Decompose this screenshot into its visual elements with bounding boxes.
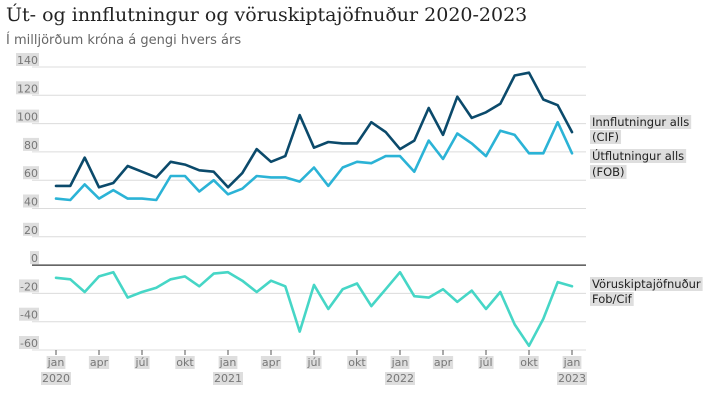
x-tick-label-bg: [390, 356, 410, 369]
x-tick-label: jan: [391, 356, 409, 369]
y-tick-label-bg: [16, 81, 39, 95]
x-tick-label-bg: [432, 356, 454, 369]
y-tick-label: 140: [17, 54, 38, 67]
x-tick-year: 2022: [386, 372, 414, 385]
x-tick-label: apr: [434, 356, 453, 369]
x-tick-year: 2021: [214, 372, 242, 385]
y-tick-label: 120: [17, 82, 38, 95]
x-tick-label: júl: [134, 356, 148, 369]
x-tick-label: okt: [176, 356, 194, 369]
chart-title: Út- og innflutningur og vöruskiptajöfnuð…: [6, 4, 528, 26]
legend-label: (CIF): [592, 130, 619, 144]
x-tick-year-bg: [385, 372, 415, 385]
x-tick-label: apr: [262, 356, 281, 369]
y-tick-label: -40: [20, 309, 38, 322]
series-layer: [54, 71, 574, 348]
legend: Innflutningur alls(CIF) Útflutningur alls…: [590, 115, 703, 306]
y-tick-label: 40: [24, 196, 38, 209]
x-tick-label-bg: [260, 356, 282, 369]
y-tick-label-bg: [23, 222, 39, 236]
x-tick-label: okt: [348, 356, 366, 369]
y-tick-label-bg: [19, 279, 39, 293]
x-tick-label: apr: [90, 356, 109, 369]
x-tick-year: 2020: [42, 372, 70, 385]
legend-label-bg: [590, 115, 692, 129]
y-axis: -60 -40 -20 0 20 40 60 80 100 120 140: [16, 53, 39, 350]
legend-label: Útflutningur alls: [592, 148, 684, 163]
x-tick-label: júl: [478, 356, 492, 369]
legend-label-bg: [590, 277, 703, 291]
x-tick-label: júl: [306, 356, 320, 369]
x-tick-label-bg: [175, 356, 195, 369]
x-tick-label-bg: [306, 356, 322, 369]
x-tick-label: jan: [563, 356, 581, 369]
legend-label-bg: [590, 292, 634, 306]
y-tick-label: 80: [24, 139, 38, 152]
y-tick-label: -20: [20, 280, 38, 293]
series-line-0: [54, 71, 574, 189]
y-tick-label-bg: [23, 166, 39, 180]
x-tick-label-bg: [519, 356, 539, 369]
y-tick-label-bg: [23, 137, 39, 151]
x-tick-label-bg: [478, 356, 494, 369]
x-axis: jan 2020 apr júl okt jan 2021 apr júl okt jan 2022 a…: [41, 350, 587, 385]
x-tick-year-bg: [557, 372, 587, 385]
series-line-1: [54, 120, 574, 202]
x-tick-year-bg: [213, 372, 243, 385]
legend-label-bg: [590, 149, 687, 163]
x-tick-label-bg: [88, 356, 110, 369]
legend-label: Vöruskiptajöfnuður: [592, 277, 701, 291]
x-tick-year: 2023: [558, 372, 586, 385]
y-tick-label-bg: [19, 336, 39, 349]
y-tick-label: 60: [24, 167, 38, 180]
y-tick-label-bg: [19, 307, 39, 321]
legend-label: (FOB): [592, 165, 625, 179]
x-tick-label-bg: [134, 356, 150, 369]
legend-label-bg: [590, 165, 627, 179]
y-tick-label-bg: [16, 109, 39, 123]
grid-layer: [32, 66, 586, 351]
y-tick-label-bg: [23, 194, 39, 208]
y-tick-label: 100: [17, 111, 38, 124]
x-tick-label: jan: [47, 356, 65, 369]
x-tick-label: okt: [520, 356, 538, 369]
x-tick-label-bg: [562, 356, 582, 369]
chart-subtitle: Í milljörðum króna á gengi hvers árs: [6, 33, 242, 48]
x-tick-year-bg: [41, 372, 71, 385]
legend-label: Innflutningur alls: [592, 115, 689, 129]
series-line-2: [54, 270, 574, 348]
y-tick-label: 20: [24, 224, 38, 237]
x-tick-label: jan: [219, 356, 237, 369]
y-tick-label-bg: [16, 53, 39, 66]
legend-label: Fob/Cif: [592, 292, 633, 306]
x-tick-label-bg: [46, 356, 66, 369]
y-tick-label: -60: [20, 337, 38, 350]
legend-label-bg: [590, 130, 622, 144]
x-tick-label-bg: [347, 356, 367, 369]
y-tick-label: 0: [31, 252, 38, 265]
y-tick-label-bg: [30, 251, 39, 265]
x-tick-label-bg: [218, 356, 238, 369]
